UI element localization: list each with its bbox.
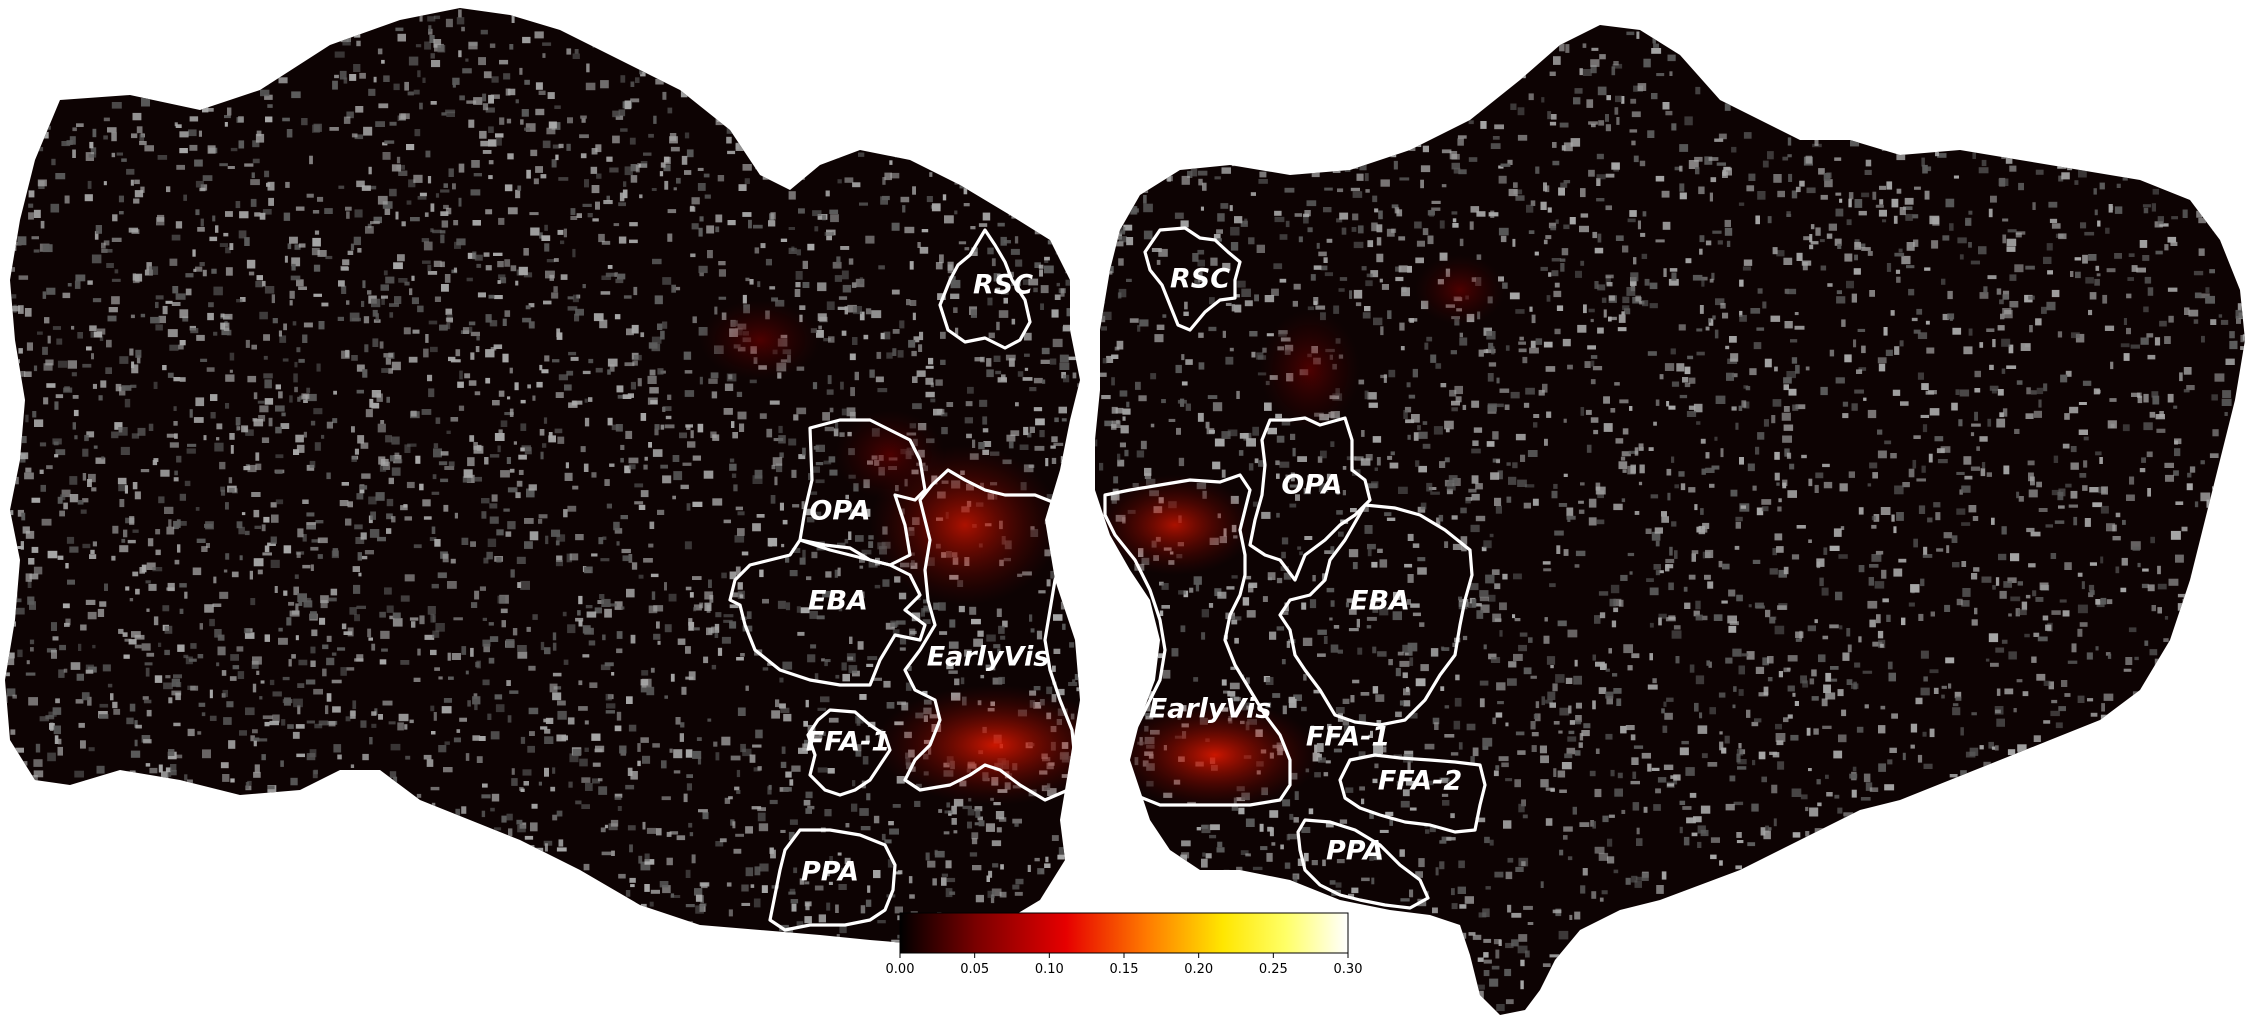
left-roi-eba-label: EBA [808,586,868,617]
colorbar-tick-label: 0.10 [1035,962,1064,977]
left-roi-earlyvis-label: EarlyVis [927,642,1050,673]
left-roi-earlyvis-outline [903,468,1077,802]
colorbar-tick-label: 0.30 [1334,962,1363,977]
right-roi-rsc-label: RSC [1170,264,1230,295]
right-roi-ppa-outline [1296,818,1430,910]
left-roi-ffa1-label: FFA-1 [806,727,890,758]
colorbar-ticks: 0.00 0.05 0.10 0.15 0.20 0.25 0.30 [886,953,1363,977]
left-roi-ppa-label: PPA [801,857,859,888]
right-activation [1095,255,1505,810]
right-roi-opa-outline [1248,416,1372,582]
left-activation [700,300,1080,805]
right-roi-rsc-outline [1143,226,1242,332]
right-roi-eba-outline [1278,503,1474,727]
left-roi-ffa1-outline [806,708,892,797]
left-hemisphere-surface [5,8,1080,945]
colorbar-tick-label: 0.25 [1259,962,1288,977]
left-roi-rsc-label: RSC [973,270,1033,301]
left-roi-rsc-outline [938,228,1032,350]
colorbar-tick-label: 0.20 [1184,962,1213,977]
right-roi-opa-label: OPA [1281,470,1342,501]
right-roi-ppa-label: PPA [1326,836,1384,867]
colorbar-gradient [899,912,1349,954]
right-roi-earlyvis-label: EarlyVis [1149,694,1272,725]
left-hemisphere: RSC OPA EBA EarlyVis FFA-1 PPA [5,8,1080,945]
right-hemisphere: RSC OPA EBA EarlyVis FFA-1 FFA-2 PPA [1095,25,2245,1015]
colorbar: 0.00 0.05 0.10 0.15 0.20 0.25 0.30 [886,912,1363,977]
left-roi-eba-outline [728,538,927,687]
colorbar-tick-label: 0.00 [886,962,915,977]
right-roi-ffa2-outline [1338,753,1487,834]
left-roi-opa-label: OPA [809,496,870,527]
right-roi-ffa1-label: FFA-1 [1306,722,1390,753]
right-roi-ffa2-label: FFA-2 [1378,766,1462,797]
left-roi-ppa-outline [768,828,897,932]
right-roi-eba-label: EBA [1350,586,1410,617]
right-roi-earlyvis-outline [1103,473,1292,807]
right-hemisphere-surface [1095,25,2245,1015]
colorbar-tick-label: 0.05 [960,962,989,977]
colorbar-tick-label: 0.15 [1110,962,1139,977]
